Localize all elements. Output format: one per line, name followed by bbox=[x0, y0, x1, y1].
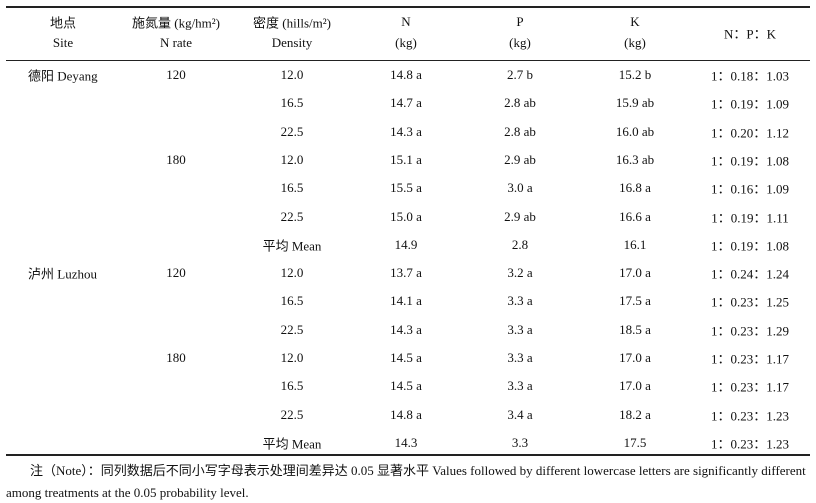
density-cell: 12.0 bbox=[280, 350, 304, 365]
n-cell: 15.1 a bbox=[390, 151, 422, 167]
k-cell: 17.0 a bbox=[619, 265, 651, 281]
ratio-cell: 1：0.24：1.24 bbox=[710, 266, 790, 282]
ratio-cell: 1：0.16：1.09 bbox=[710, 181, 790, 197]
n-cell: 14.5 a bbox=[390, 350, 422, 365]
p-cell: 3.3 bbox=[511, 434, 529, 450]
p-cell: 2.8 ab bbox=[504, 123, 536, 139]
k-cell: 16.0 ab bbox=[615, 123, 655, 139]
density-cell: 平均 Mean bbox=[262, 436, 322, 452]
p-cell: 3.3 a bbox=[507, 350, 533, 365]
n-cell: 14.3 a bbox=[390, 123, 422, 139]
k-cell: 16.1 bbox=[623, 236, 647, 252]
ratio-cell: 1：0.23：1.29 bbox=[710, 323, 790, 339]
n-cell: 14.8 a bbox=[390, 406, 422, 422]
column-header: 密度 (hills/m²) bbox=[253, 15, 331, 31]
k-cell: 18.5 a bbox=[619, 321, 651, 337]
column-header: N rate bbox=[159, 35, 193, 50]
table-note: 注（Note）：同列数据后不同小写字母表示处理间差异达 0.05 显著水平 Va… bbox=[6, 463, 806, 500]
density-cell: 22.5 bbox=[280, 406, 304, 422]
n-rate-cell: 120 bbox=[166, 67, 186, 82]
ratio-cell: 1：0.19：1.08 bbox=[710, 238, 790, 254]
site-cell: 泸州 Luzhou bbox=[28, 266, 97, 282]
density-cell: 16.5 bbox=[280, 180, 304, 196]
ratio-cell: 1：0.23：1.23 bbox=[710, 408, 790, 424]
column-header: 地点 bbox=[49, 15, 77, 31]
k-cell: 17.0 a bbox=[619, 378, 651, 394]
density-cell: 12.0 bbox=[280, 151, 304, 167]
n-cell: 14.3 bbox=[394, 434, 418, 450]
p-cell: 2.8 bbox=[511, 236, 529, 252]
ratio-cell: 1：0.19：1.09 bbox=[710, 96, 790, 112]
n-rate-cell: 180 bbox=[166, 350, 186, 365]
n-rate-cell: 120 bbox=[166, 265, 186, 281]
p-cell: 3.4 a bbox=[507, 406, 533, 422]
site-cell: 德阳 Deyang bbox=[28, 68, 98, 84]
density-cell: 22.5 bbox=[280, 321, 304, 337]
n-cell: 15.0 a bbox=[390, 208, 422, 224]
n-cell: 14.3 a bbox=[390, 321, 422, 337]
p-cell: 3.3 a bbox=[507, 321, 533, 337]
column-header: N：P：K bbox=[723, 26, 777, 42]
ratio-cell: 1：0.19：1.08 bbox=[710, 153, 790, 169]
column-header: P bbox=[516, 14, 524, 29]
ratio-cell: 1：0.23：1.23 bbox=[710, 436, 790, 452]
column-header: K bbox=[630, 14, 640, 29]
top-rule bbox=[6, 6, 810, 8]
k-cell: 17.5 bbox=[623, 434, 647, 450]
p-cell: 3.3 a bbox=[507, 378, 533, 394]
p-cell: 3.2 a bbox=[507, 265, 533, 281]
density-cell: 16.5 bbox=[280, 95, 304, 111]
p-cell: 3.0 a bbox=[507, 180, 533, 196]
k-cell: 18.2 a bbox=[619, 406, 651, 422]
density-cell: 22.5 bbox=[280, 208, 304, 224]
ratio-cell: 1：0.23：1.17 bbox=[710, 351, 790, 367]
ratio-cell: 1：0.23：1.25 bbox=[710, 294, 790, 310]
p-cell: 2.9 ab bbox=[504, 151, 536, 167]
header-rule bbox=[6, 60, 810, 61]
p-cell: 2.9 ab bbox=[504, 208, 536, 224]
k-cell: 16.8 a bbox=[619, 180, 651, 196]
n-cell: 14.8 a bbox=[390, 67, 422, 82]
n-cell: 14.5 a bbox=[390, 378, 422, 394]
column-header: (kg) bbox=[624, 35, 646, 50]
column-header: Density bbox=[271, 35, 313, 50]
p-cell: 3.3 a bbox=[507, 293, 533, 309]
k-cell: 16.6 a bbox=[619, 208, 651, 224]
density-cell: 16.5 bbox=[280, 293, 304, 309]
n-cell: 14.9 bbox=[394, 236, 418, 252]
n-cell: 14.7 a bbox=[390, 95, 422, 111]
n-cell: 13.7 a bbox=[390, 265, 422, 281]
density-cell: 12.0 bbox=[280, 67, 304, 82]
k-cell: 17.5 a bbox=[619, 293, 651, 309]
column-header: N bbox=[401, 14, 411, 29]
n-cell: 15.5 a bbox=[390, 180, 422, 196]
k-cell: 15.2 b bbox=[618, 67, 652, 82]
ratio-cell: 1：0.18：1.03 bbox=[710, 68, 790, 84]
p-cell: 2.7 b bbox=[507, 67, 533, 82]
ratio-cell: 1：0.23：1.17 bbox=[710, 379, 790, 395]
density-cell: 平均 Mean bbox=[262, 238, 322, 254]
density-cell: 22.5 bbox=[280, 123, 304, 139]
bottom-rule bbox=[6, 454, 810, 456]
n-rate-cell: 180 bbox=[166, 151, 186, 167]
k-cell: 17.0 a bbox=[619, 350, 651, 365]
p-cell: 2.8 ab bbox=[504, 95, 536, 111]
column-header: Site bbox=[52, 35, 74, 50]
column-header: 施氮量 (kg/hm²) bbox=[131, 15, 221, 31]
column-header: (kg) bbox=[509, 35, 531, 50]
k-cell: 16.3 ab bbox=[615, 151, 655, 167]
ratio-cell: 1：0.20：1.12 bbox=[710, 125, 790, 141]
density-cell: 16.5 bbox=[280, 378, 304, 394]
density-cell: 12.0 bbox=[280, 265, 304, 281]
k-cell: 15.9 ab bbox=[615, 95, 655, 111]
column-header: (kg) bbox=[395, 35, 417, 50]
ratio-cell: 1：0.19：1.11 bbox=[711, 210, 789, 225]
n-cell: 14.1 a bbox=[390, 293, 422, 309]
